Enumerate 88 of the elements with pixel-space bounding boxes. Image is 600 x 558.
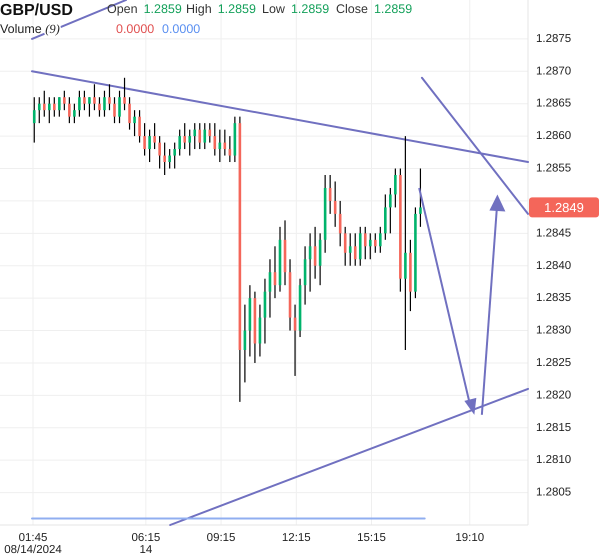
candlestick <box>334 180 336 228</box>
candlestick <box>48 96 51 124</box>
candlestick <box>38 96 41 124</box>
candlestick <box>93 84 96 111</box>
candlestick <box>198 122 202 150</box>
candlestick <box>42 90 46 118</box>
y-tick-label: 1.2860 <box>536 130 572 142</box>
candlestick <box>78 90 81 118</box>
candlestick <box>32 96 36 144</box>
candlestick <box>338 200 342 247</box>
y-tick-label: 1.2830 <box>536 324 572 337</box>
candlestick <box>244 304 246 384</box>
y-tick-label: 1.2855 <box>536 162 572 175</box>
candlestick <box>314 226 316 280</box>
x-tick-label: 09:15 <box>206 532 236 544</box>
candlestick <box>218 129 222 163</box>
candlestick <box>389 187 392 234</box>
candlestick <box>268 258 272 318</box>
annotation: 0.0000 <box>116 22 154 36</box>
y-tick-label: 1.2805 <box>536 486 572 499</box>
candlestick <box>138 110 141 144</box>
annotation: 0.0000 <box>162 22 200 36</box>
y-tick-label: 1.2845 <box>536 227 572 240</box>
candlestick <box>379 226 382 254</box>
candlestick <box>214 122 216 156</box>
candlestick <box>68 96 71 124</box>
candlestick <box>208 122 212 144</box>
y-tick-label: 1.2815 <box>536 422 572 434</box>
candlestick <box>153 122 156 150</box>
y-tick-label: 1.2835 <box>536 292 572 304</box>
candlestick <box>419 168 422 228</box>
candlestick <box>123 77 126 111</box>
candlestick <box>348 232 352 266</box>
candlestick <box>274 246 276 299</box>
candlestick <box>308 232 312 292</box>
candlestick <box>294 304 296 377</box>
candlestick <box>83 90 86 111</box>
y-tick-label: 1.2825 <box>536 356 572 369</box>
text: 1.2849 <box>544 200 584 215</box>
candlestick <box>53 96 56 118</box>
candlestick <box>118 90 121 124</box>
candlestick <box>58 96 61 118</box>
y-tick-label: 1.2870 <box>536 65 572 78</box>
candlestick <box>163 142 166 176</box>
candlestick <box>228 136 232 163</box>
x-tick-label: 06:15 14 <box>131 532 160 556</box>
candlestick <box>173 142 176 170</box>
candlestick <box>108 84 111 111</box>
candlestick <box>63 90 66 111</box>
x-tick-label: 15:15 <box>357 532 386 544</box>
candlestick <box>193 122 196 150</box>
candlestick <box>158 136 161 170</box>
candlestick <box>328 174 332 214</box>
candlestick <box>374 232 377 254</box>
x-tick-label: 12:15 <box>282 532 311 544</box>
candlestick <box>88 96 91 118</box>
candlestick <box>344 226 346 266</box>
candlestick <box>128 96 131 130</box>
candlestick <box>103 90 106 118</box>
y-tick-label: 1.2875 <box>536 32 572 45</box>
annotation: Close 1.2859 <box>336 2 412 16</box>
candlestick <box>188 129 192 156</box>
candlestick <box>73 103 76 124</box>
chart-title: GBP/USD <box>0 2 73 19</box>
y-tick-label: 1.2840 <box>536 260 572 272</box>
candlestick <box>354 232 357 266</box>
y-tick-label: 1.2810 <box>536 454 572 466</box>
annotation: Open 1.2859 <box>107 2 182 16</box>
candlestick <box>178 129 181 156</box>
candlestick <box>98 96 101 118</box>
candlestick <box>364 226 367 260</box>
candlestick <box>168 148 171 170</box>
candlestick <box>224 129 226 156</box>
x-tick-label: 19:10 <box>455 532 484 544</box>
candlestick <box>203 122 206 150</box>
candlestick <box>368 232 372 260</box>
annotation: High 1.2859 <box>186 2 256 16</box>
y-tick-label: 1.2865 <box>536 98 572 110</box>
candlestick <box>133 110 136 137</box>
candlestick <box>143 122 146 156</box>
candlestick <box>183 122 186 150</box>
candlestick <box>148 129 151 163</box>
y-tick-label: 1.2820 <box>536 389 572 402</box>
candlestick <box>404 136 407 351</box>
candlestick <box>394 168 397 208</box>
x-tick-label: 01:45 08/14/2024 <box>4 532 62 556</box>
candlestick <box>113 96 116 124</box>
annotation: Low 1.2859 <box>262 2 330 16</box>
